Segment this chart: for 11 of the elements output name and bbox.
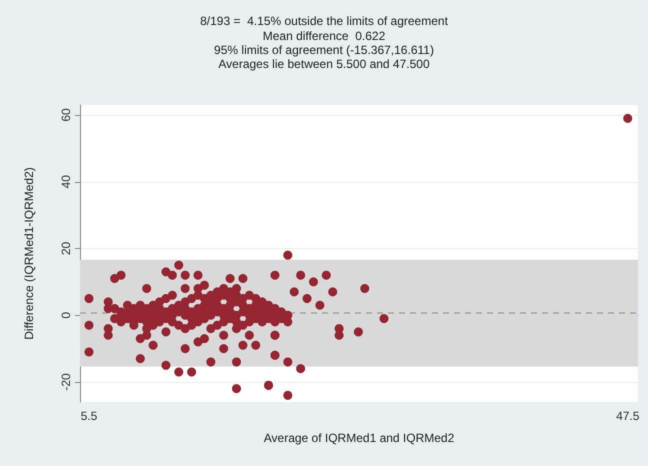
y-axis-title: Difference (IQRMed1-IQRMed2): [22, 167, 36, 340]
y-tick-label: 60: [59, 108, 73, 122]
chart-subtitle: Mean difference 0.622 95% limits of agreement (-15.367,16.611) Averages lie between 5.500 and 47.500: [214, 29, 434, 71]
y-tick-label: 40: [59, 174, 73, 188]
x-tick-label: 5.5: [80, 409, 98, 423]
y-tick-label: -20: [59, 372, 73, 391]
chart-title: 8/193 = 4.15% outside the limits of agreement: [200, 14, 449, 28]
x-tick-label: 47.5: [616, 409, 640, 423]
y-tick-label: 0: [59, 312, 73, 319]
x-axis-title: Average of IQRMed1 and IQRMed2: [264, 431, 455, 445]
y-tick-label: 20: [59, 242, 73, 256]
